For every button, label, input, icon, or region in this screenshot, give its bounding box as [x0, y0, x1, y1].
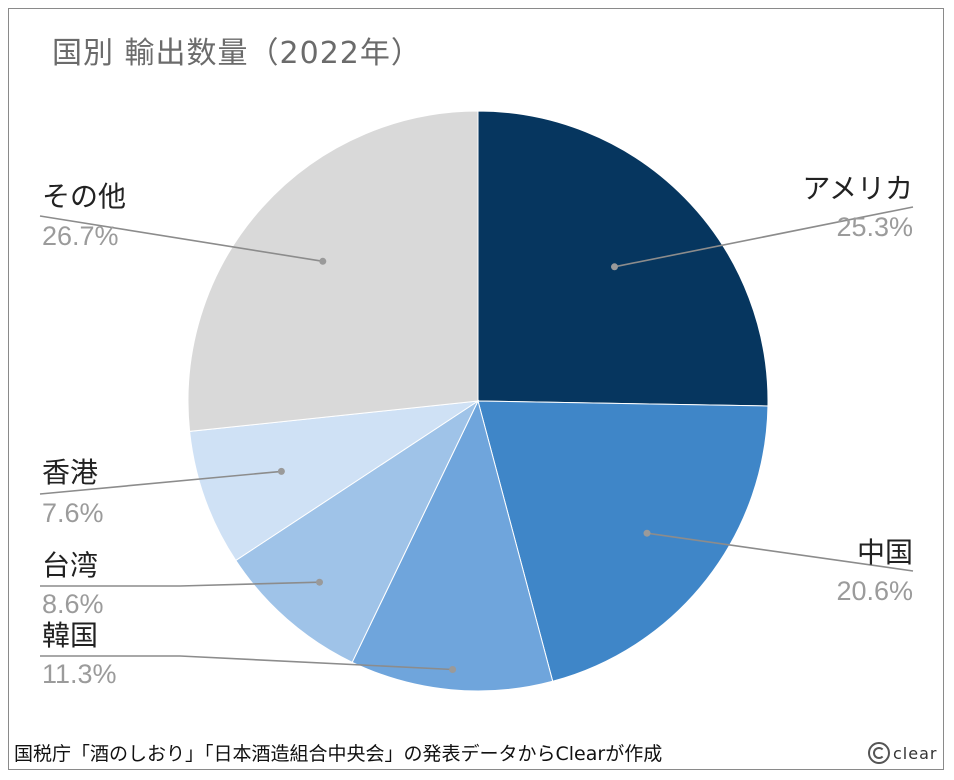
pie-slice-4: [189, 400, 479, 562]
pie-slice-3: [235, 399, 480, 663]
source-note: 国税庁「酒のしおり」「日本酒造組合中央会」の発表データからClearが作成: [14, 743, 663, 765]
slice-label-3: 台湾: [42, 549, 98, 582]
leader-line-4: [39, 470, 282, 495]
slice-label-4: 香港: [42, 456, 98, 489]
pie-slice-2: [351, 399, 554, 692]
pie-slice-1: [477, 400, 769, 682]
pie-slice-5: [187, 110, 479, 432]
leader-line-0: [614, 206, 914, 268]
pie-slice-0: [477, 110, 769, 407]
leader-dot-5: [319, 257, 327, 265]
leader-line-2: [40, 655, 453, 671]
slice-value-0: 25.3%: [836, 212, 913, 242]
clear-logo: clear: [868, 738, 937, 768]
clear-logo-text: clear: [893, 743, 938, 763]
slice-label-0: アメリカ: [802, 172, 913, 205]
slice-label-2: 韓国: [42, 619, 98, 652]
leader-dot-3: [316, 578, 323, 586]
leader-dot-2: [449, 666, 457, 673]
slice-value-1: 20.6%: [836, 576, 913, 606]
slice-label-1: 中国: [857, 536, 913, 569]
clear-logo-icon: [868, 742, 890, 764]
leader-dot-1: [643, 529, 651, 537]
slice-value-5: 26.7%: [42, 221, 119, 251]
leader-dot-4: [277, 467, 285, 475]
leader-line-1: [646, 532, 914, 572]
slice-label-5: その他: [42, 180, 126, 213]
chart-title: 国別 輸出数量（2022年）: [52, 36, 422, 71]
slice-value-4: 7.6%: [42, 498, 104, 528]
leader-dot-0: [611, 263, 618, 271]
slice-value-3: 8.6%: [42, 589, 104, 619]
slice-value-2: 11.3%: [42, 659, 117, 689]
leader-line-3: [40, 581, 320, 587]
leader-line-5: [39, 215, 323, 263]
